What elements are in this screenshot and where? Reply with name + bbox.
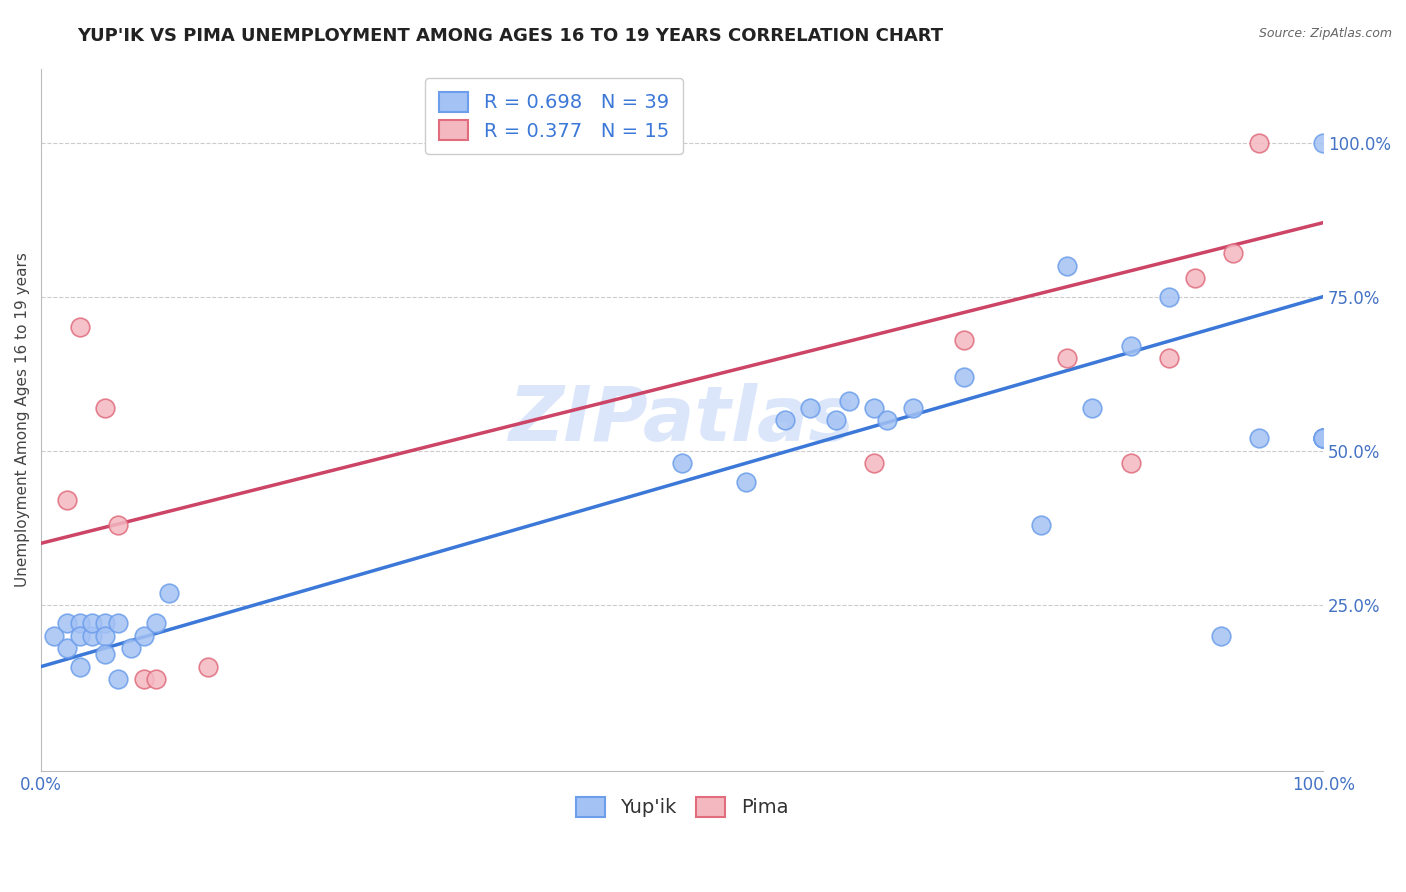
- Legend: Yup'ik, Pima: Yup'ik, Pima: [568, 789, 796, 825]
- Point: [69, 320, 91, 334]
- Point: [157, 585, 180, 599]
- Point: [1312, 432, 1334, 446]
- Point: [1056, 351, 1078, 366]
- Point: [953, 333, 976, 347]
- Point: [1029, 517, 1052, 532]
- Point: [1056, 259, 1078, 273]
- Point: [1312, 432, 1334, 446]
- Point: [863, 456, 886, 470]
- Text: YUP'IK VS PIMA UNEMPLOYMENT AMONG AGES 16 TO 19 YEARS CORRELATION CHART: YUP'IK VS PIMA UNEMPLOYMENT AMONG AGES 1…: [77, 27, 943, 45]
- Point: [1159, 290, 1181, 304]
- Point: [838, 394, 860, 409]
- Point: [671, 456, 693, 470]
- Point: [735, 475, 758, 489]
- Point: [901, 401, 924, 415]
- Text: Source: ZipAtlas.com: Source: ZipAtlas.com: [1258, 27, 1392, 40]
- Point: [69, 616, 91, 631]
- Point: [120, 641, 142, 656]
- Point: [773, 413, 796, 427]
- Point: [197, 659, 219, 673]
- Y-axis label: Unemployment Among Ages 16 to 19 years: Unemployment Among Ages 16 to 19 years: [15, 252, 30, 588]
- Point: [94, 647, 117, 661]
- Point: [69, 629, 91, 643]
- Point: [1247, 136, 1270, 150]
- Point: [55, 616, 77, 631]
- Point: [863, 401, 886, 415]
- Point: [1159, 351, 1181, 366]
- Point: [94, 401, 117, 415]
- Point: [953, 369, 976, 384]
- Point: [1312, 432, 1334, 446]
- Point: [107, 672, 129, 686]
- Point: [1119, 339, 1142, 353]
- Point: [82, 629, 104, 643]
- Point: [107, 616, 129, 631]
- Point: [69, 659, 91, 673]
- Point: [132, 629, 155, 643]
- Point: [1184, 271, 1206, 285]
- Point: [1081, 401, 1104, 415]
- Point: [94, 629, 117, 643]
- Point: [1209, 629, 1232, 643]
- Point: [876, 413, 898, 427]
- Point: [82, 616, 104, 631]
- Point: [55, 641, 77, 656]
- Point: [1222, 246, 1244, 260]
- Point: [107, 517, 129, 532]
- Point: [132, 672, 155, 686]
- Point: [1247, 432, 1270, 446]
- Point: [145, 616, 167, 631]
- Point: [42, 629, 65, 643]
- Point: [799, 401, 821, 415]
- Point: [94, 616, 117, 631]
- Text: ZIPatlas: ZIPatlas: [509, 383, 855, 457]
- Point: [825, 413, 848, 427]
- Point: [55, 493, 77, 508]
- Point: [1312, 136, 1334, 150]
- Point: [1119, 456, 1142, 470]
- Point: [145, 672, 167, 686]
- Point: [1312, 432, 1334, 446]
